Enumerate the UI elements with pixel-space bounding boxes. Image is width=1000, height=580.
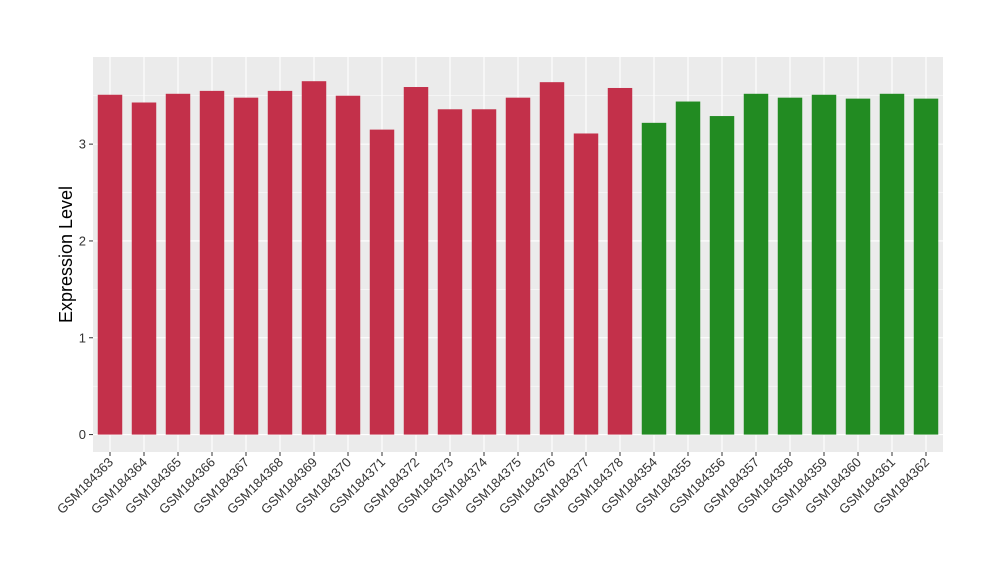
bar-gsm184362 — [913, 98, 939, 435]
bar-gsm184363 — [97, 94, 123, 435]
bar-gsm184354 — [641, 122, 667, 435]
bar-gsm184375 — [505, 97, 531, 435]
bar-gsm184372 — [403, 87, 429, 435]
bar-gsm184364 — [131, 102, 157, 435]
bar-gsm184358 — [777, 97, 803, 435]
y-tick-label: 1 — [79, 330, 86, 345]
bar-gsm184373 — [437, 109, 463, 435]
bar-gsm184356 — [709, 116, 735, 435]
bar-gsm184374 — [471, 109, 497, 435]
bar-gsm184367 — [233, 97, 259, 435]
bar-gsm184370 — [335, 95, 361, 435]
bar-gsm184357 — [743, 93, 769, 435]
bar-gsm184359 — [811, 94, 837, 435]
bar-gsm184360 — [845, 98, 871, 435]
bar-gsm184366 — [199, 90, 225, 435]
y-axis: 0 1 2 3 — [79, 137, 93, 442]
bar-gsm184369 — [301, 81, 327, 435]
bar-gsm184371 — [369, 129, 395, 435]
y-axis-title: Expression Level — [56, 186, 76, 323]
bars — [97, 81, 939, 435]
bar-gsm184361 — [879, 93, 905, 435]
y-tick-label: 0 — [79, 427, 86, 442]
x-axis: GSM184363GSM184364GSM184365GSM184366GSM1… — [54, 452, 932, 517]
bar-gsm184377 — [573, 133, 599, 435]
bar-gsm184368 — [267, 90, 293, 435]
y-tick-label: 2 — [79, 233, 86, 248]
bar-gsm184365 — [165, 93, 191, 435]
bar-gsm184376 — [539, 82, 565, 435]
bar-gsm184378 — [607, 87, 633, 435]
y-tick-label: 3 — [79, 137, 86, 152]
bar-gsm184355 — [675, 101, 701, 435]
